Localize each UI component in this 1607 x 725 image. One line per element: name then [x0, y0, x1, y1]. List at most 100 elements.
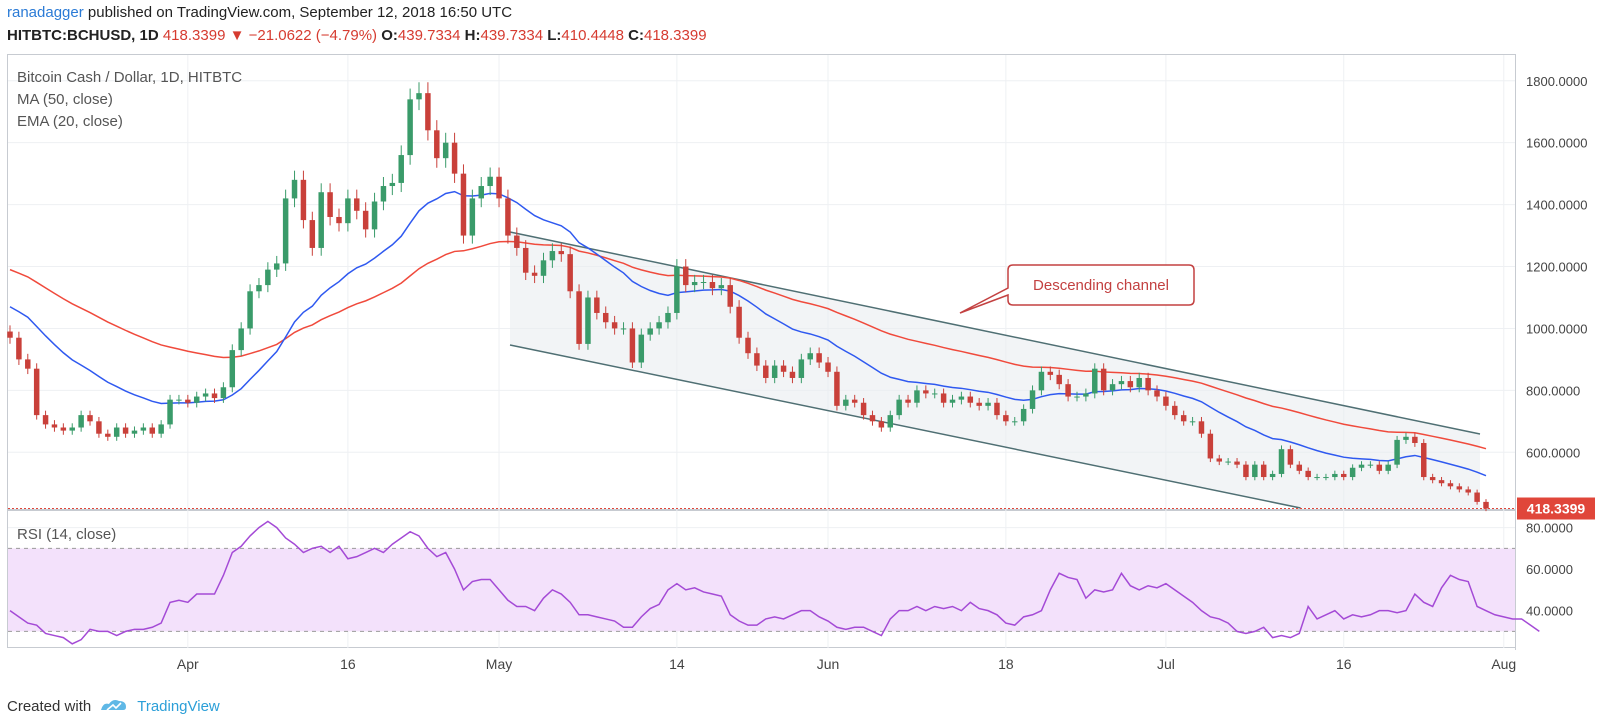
candle [674, 259, 680, 320]
candle-body [105, 433, 111, 437]
candle [140, 423, 147, 435]
down-arrow-icon: ▼ [229, 27, 245, 44]
candle-body [967, 396, 974, 403]
time-tick-label: 14 [669, 656, 685, 672]
candle-body [1465, 489, 1471, 493]
candle-body [496, 176, 502, 199]
candle [656, 315, 662, 335]
high-value: 439.7334 [480, 27, 544, 44]
candle-body [1234, 461, 1240, 465]
published-text: published on TradingView.com, September … [83, 4, 513, 21]
candle-body [442, 142, 449, 159]
candle [167, 394, 173, 429]
callout-bubble [959, 264, 1195, 314]
candle [1483, 499, 1489, 512]
time-tick-label: Jul [1157, 656, 1175, 672]
price-tick-label: 1000.0000 [1526, 321, 1587, 336]
candle-body [1394, 439, 1400, 465]
tradingview-logo-icon[interactable] [99, 696, 129, 716]
channel-fill [510, 232, 1480, 508]
candle-body [923, 390, 929, 394]
chart-canvas[interactable]: 418.3399 Descending channel Bitcoin Cash… [0, 0, 1607, 690]
close-value: 418.3399 [643, 27, 707, 44]
candle-body [96, 421, 102, 434]
candle-body [1314, 477, 1320, 479]
candle-body [1012, 421, 1018, 423]
candle-body [300, 179, 307, 221]
candle-body [380, 186, 387, 202]
candle-body [976, 402, 982, 406]
price-tick-label: 800.0000 [1526, 383, 1580, 398]
candle [1029, 385, 1036, 414]
candle-body [318, 192, 324, 248]
candle [1109, 379, 1116, 396]
candle [647, 322, 653, 341]
candle [1421, 439, 1427, 481]
candle [1465, 486, 1471, 496]
candle [96, 416, 102, 438]
candle-body [1483, 501, 1489, 509]
candle-body [265, 269, 271, 286]
candle-body [647, 328, 653, 335]
candle [1447, 480, 1454, 490]
candle-body [514, 235, 520, 248]
legend-main: Bitcoin Cash / Dollar, 1D, HITBTC [17, 69, 242, 86]
symbol-info: HITBTC:BCHUSD, 1D 418.3399 ▼ −21.0622 (−… [7, 27, 707, 44]
candle [1358, 461, 1365, 472]
candle-body [42, 415, 49, 425]
candle-body [771, 365, 778, 378]
candle-body [1260, 464, 1267, 478]
candle-body [1305, 470, 1311, 478]
candle [220, 382, 227, 403]
author-link[interactable]: ranadagger [7, 4, 84, 21]
candle [345, 189, 351, 232]
time-tick-label: Apr [177, 656, 199, 672]
candle [1474, 489, 1480, 505]
candle-body [1109, 384, 1116, 391]
candle-body [149, 427, 156, 434]
candle [727, 278, 733, 314]
candle-body [220, 387, 227, 399]
candle [985, 398, 991, 411]
candle-body [211, 393, 218, 399]
candle-body [274, 263, 280, 270]
candle [451, 132, 458, 183]
candle [1305, 467, 1311, 481]
last-price-tag: 418.3399 [1517, 497, 1595, 520]
candle [958, 391, 965, 405]
candle [1100, 363, 1107, 396]
candle-body [816, 353, 822, 363]
candle [354, 189, 360, 220]
candlesticks [7, 82, 1489, 512]
candle-body [1332, 473, 1338, 478]
tradingview-link[interactable]: TradingView [137, 697, 220, 715]
candle-body [87, 415, 93, 422]
candle [1332, 470, 1338, 481]
candle-body [585, 297, 591, 344]
candle-body [1340, 473, 1347, 478]
price-tick-label: 1200.0000 [1526, 260, 1587, 275]
candle-body [1225, 461, 1231, 463]
high-label: H: [464, 27, 481, 44]
candle [247, 284, 253, 335]
candle-body [487, 176, 493, 187]
price-tag-bg [1517, 497, 1595, 520]
candle [282, 189, 289, 271]
candle-body [869, 415, 876, 422]
candle-body [131, 430, 138, 434]
candle [718, 278, 725, 296]
candle [407, 88, 413, 165]
candle [851, 394, 858, 408]
candle [380, 176, 387, 211]
candle-body [540, 260, 547, 276]
candle-body [1065, 384, 1071, 397]
candle-body [1154, 390, 1160, 397]
candle [585, 290, 591, 350]
low-value: 410.4448 [561, 27, 624, 44]
annotation-callout[interactable]: Descending channel [959, 264, 1195, 314]
publish-info: ranadagger published on TradingView.com,… [7, 4, 512, 21]
candle [1252, 461, 1258, 481]
candle [193, 391, 200, 408]
candle [1296, 461, 1303, 475]
candle-body [1243, 464, 1249, 478]
